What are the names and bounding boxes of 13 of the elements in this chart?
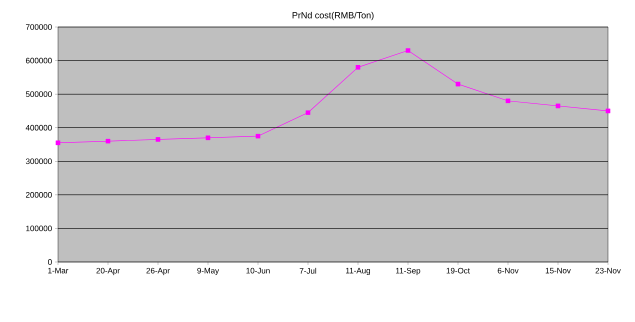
point — [56, 140, 60, 146]
point — [606, 108, 610, 114]
point — [306, 110, 310, 115]
point — [406, 48, 410, 53]
point — [256, 134, 260, 138]
point — [456, 82, 460, 86]
point — [556, 104, 560, 108]
point — [206, 135, 210, 140]
point — [506, 98, 510, 104]
point — [106, 138, 110, 144]
point — [356, 64, 360, 70]
chart-title: PrNd cost(RMB/Ton) — [292, 12, 374, 20]
point — [156, 137, 160, 142]
